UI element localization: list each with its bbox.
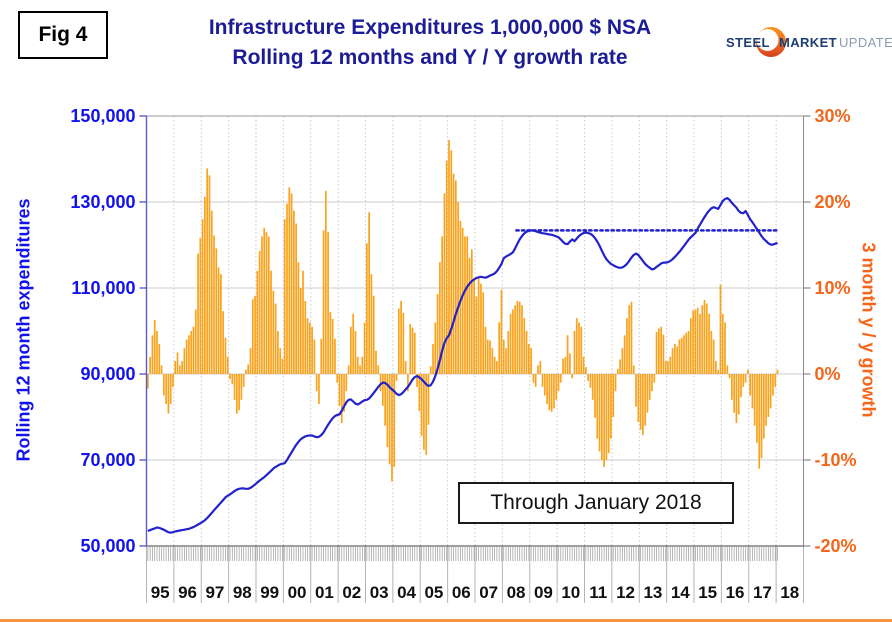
x-year-label: 97 <box>205 583 224 602</box>
left-axis-tick-label: 50,000 <box>80 536 135 556</box>
x-year-label: 15 <box>698 583 717 602</box>
x-year-label: 16 <box>726 583 745 602</box>
figure-label: Fig 4 <box>38 23 88 46</box>
left-axis-tick-label: 90,000 <box>80 364 135 384</box>
x-year-label: 12 <box>616 583 635 602</box>
x-year-label: 14 <box>671 583 690 602</box>
right-axis-title: 3 month y / y growth <box>858 242 879 418</box>
left-axis-tick-label: 130,000 <box>70 192 135 212</box>
through-date-annotation: Through January 2018 <box>458 482 734 524</box>
right-axis-tick-label: 10% <box>815 278 851 298</box>
right-axis-tick-label: 20% <box>815 192 851 212</box>
x-year-label: 98 <box>233 583 252 602</box>
x-year-label: 06 <box>452 583 471 602</box>
right-axis-tick-label: 0% <box>815 364 841 384</box>
x-year-label: 09 <box>534 583 553 602</box>
logo-word-market: MARKET <box>779 35 837 50</box>
logo-word-update: UPDATE <box>839 35 892 50</box>
left-axis-tick-label: 110,000 <box>71 278 135 298</box>
page-title: Infrastructure Expenditures 1,000,000 $ … <box>130 13 730 73</box>
x-year-label: 13 <box>643 583 662 602</box>
steel-market-update-logo: STEEL MARKET UPDATE <box>726 27 892 57</box>
x-year-label: 96 <box>178 583 197 602</box>
x-year-label: 03 <box>370 583 389 602</box>
figure-label-box: Fig 4 <box>18 11 108 59</box>
left-axis-title: Rolling 12 month expenditures <box>13 198 34 462</box>
x-year-label: 18 <box>780 583 799 602</box>
logo-crescent-icon <box>756 27 786 57</box>
x-year-label: 00 <box>288 583 307 602</box>
x-year-label: 11 <box>589 583 607 602</box>
x-year-label: 02 <box>342 583 361 602</box>
right-axis-tick-label: -20% <box>815 536 857 556</box>
x-year-label: 95 <box>151 583 170 602</box>
x-year-label: 01 <box>315 583 334 602</box>
x-year-label: 07 <box>479 583 498 602</box>
x-year-label: 10 <box>561 583 580 602</box>
x-year-label: 05 <box>424 583 443 602</box>
right-axis-tick-label: -10% <box>815 450 857 470</box>
right-axis-tick-label: 30% <box>815 106 851 126</box>
left-axis-tick-label: 70,000 <box>80 450 135 470</box>
x-year-label: 08 <box>507 583 526 602</box>
x-year-label: 17 <box>753 583 772 602</box>
title-line-1: Infrastructure Expenditures 1,000,000 $ … <box>208 16 652 39</box>
x-year-label: 99 <box>260 583 279 602</box>
title-line-2: Rolling 12 months and Y / Y growth rate <box>232 46 628 69</box>
logo-word-steel: STEEL <box>726 35 770 50</box>
x-year-label: 04 <box>397 583 416 602</box>
through-date-text: Through January 2018 <box>490 491 702 514</box>
left-axis-tick-label: 150,000 <box>70 106 135 126</box>
bottom-border-strip <box>0 619 892 622</box>
